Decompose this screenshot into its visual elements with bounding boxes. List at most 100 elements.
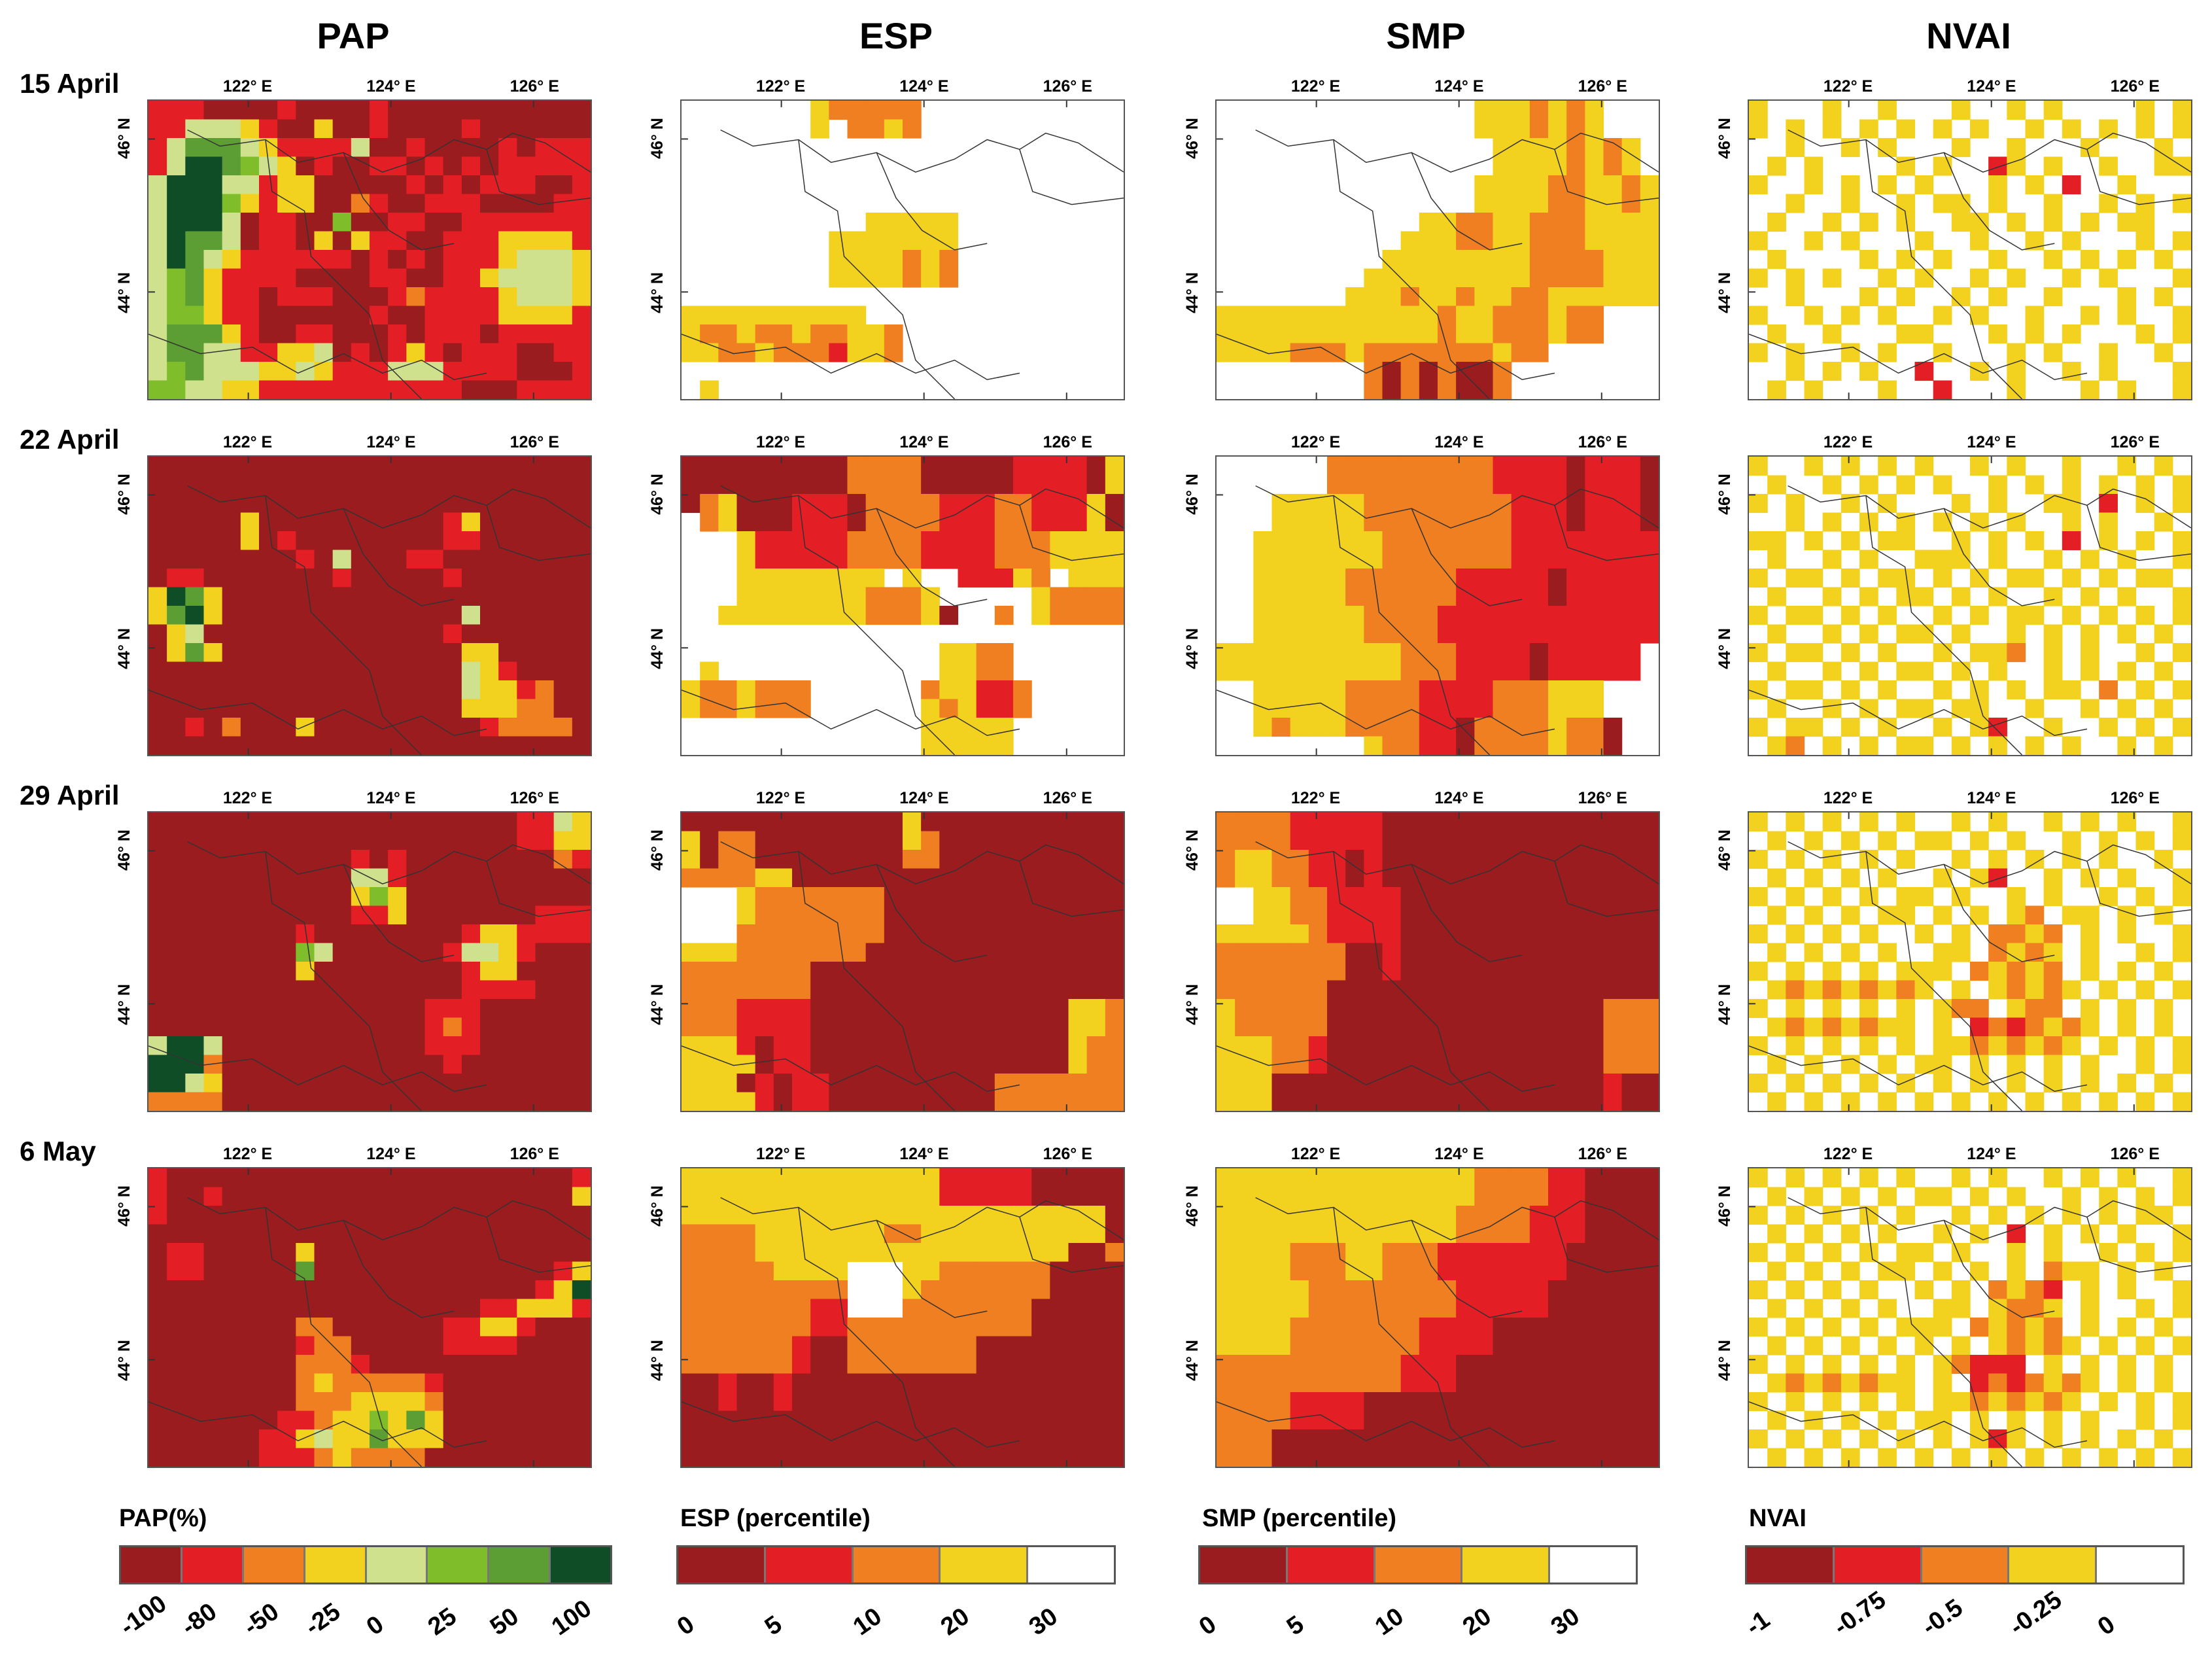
grid-cell: [443, 1280, 462, 1300]
grid-cell: [388, 1373, 407, 1393]
grid-cell: [810, 1074, 829, 1093]
grid-cell: [1914, 457, 1934, 476]
grid-cell: [1474, 1280, 1494, 1300]
map-panel-nvai-29-april: [1748, 811, 2192, 1112]
grid-cell: [1585, 962, 1604, 981]
grid-cell: [167, 213, 186, 232]
grid-cell: [1749, 1429, 1768, 1449]
colorbar-swatch: [305, 1547, 367, 1582]
grid-cell: [332, 1187, 352, 1206]
grid-cell: [1529, 1299, 1549, 1318]
grid-cell: [2135, 1055, 2155, 1074]
grid-cell: [1105, 962, 1124, 981]
grid-cell: [2025, 475, 2045, 495]
grid-cell: [921, 1392, 940, 1412]
grid-cell: [2043, 213, 2063, 232]
grid-cell: [700, 1410, 719, 1430]
grid-cell: [1013, 475, 1032, 495]
grid-cell: [1031, 1429, 1050, 1449]
grid-cell: [1566, 643, 1585, 663]
grid-cell: [2172, 324, 2191, 344]
grid-cell: [1914, 661, 1934, 681]
province-border: [1255, 841, 1659, 884]
grid-cell: [682, 343, 700, 362]
grid-cell: [773, 831, 793, 850]
grid-cell: [277, 568, 296, 588]
grid-cell: [1896, 194, 1916, 213]
grid-cell: [314, 1299, 334, 1318]
grid-cell: [1474, 962, 1494, 981]
grid-cell: [222, 175, 241, 195]
grid-cell: [884, 868, 903, 888]
grid-cell: [443, 1318, 462, 1337]
grid-cell: [1456, 850, 1475, 869]
grid-cell: [1822, 1168, 1842, 1188]
grid-cell: [1400, 1055, 1420, 1074]
grid-cell: [517, 1448, 536, 1467]
grid-cell: [1400, 905, 1420, 925]
grid-cell: [1786, 962, 1805, 981]
grid-cell: [553, 362, 573, 381]
lat-tick-label: 46° N: [114, 830, 133, 871]
grid-cell: [2062, 1036, 2081, 1056]
grid-cell: [2081, 905, 2100, 925]
lon-tick-label: 124° E: [1434, 77, 1484, 96]
grid-cell: [755, 1055, 774, 1074]
grid-cell: [1327, 550, 1346, 569]
grid-cell: [461, 324, 481, 344]
grid-cell: [1271, 1318, 1291, 1337]
grid-cell: [222, 980, 241, 1000]
grid-cell: [755, 699, 774, 718]
grid-cell: [865, 924, 885, 944]
grid-cell: [332, 1448, 352, 1467]
grid-cell: [1970, 868, 1989, 888]
grid-cell: [1327, 999, 1346, 1019]
grid-cell: [480, 1448, 499, 1467]
grid-cell: [1438, 813, 1457, 832]
grid-cell: [1290, 624, 1309, 644]
grid-cell: [1271, 1429, 1291, 1449]
grid-cell: [1031, 943, 1050, 962]
lat-tick-label: 46° N: [648, 1185, 666, 1227]
grid-cell: [2172, 1392, 2191, 1412]
grid-cell: [424, 457, 444, 476]
grid-cell: [1640, 813, 1659, 832]
grid-cell: [2007, 831, 2026, 850]
grid-cell: [480, 924, 499, 944]
grid-cell: [443, 1299, 462, 1318]
grid-cell: [1529, 1243, 1549, 1263]
grid-cell: [167, 156, 186, 176]
grid-cell: [370, 1373, 389, 1393]
grid-cell: [2007, 1373, 2026, 1393]
grid-cell: [351, 1036, 370, 1056]
grid-cell: [810, 1318, 829, 1337]
grid-cell: [240, 119, 260, 139]
grid-cell: [1951, 1168, 1971, 1188]
grid-cell: [259, 324, 278, 344]
grid-cell: [461, 380, 481, 399]
grid-cell: [1068, 531, 1088, 551]
grid-cell: [1364, 587, 1383, 606]
grid-cell: [314, 531, 334, 551]
grid-cell: [1585, 550, 1604, 569]
grid-cell: [535, 213, 555, 232]
grid-cell: [1511, 1017, 1530, 1037]
grid-cell: [332, 568, 352, 588]
grid-cell: [222, 1448, 241, 1467]
grid-cell: [148, 1074, 167, 1093]
grid-cell: [461, 999, 481, 1019]
colorbar-swatch: [489, 1547, 551, 1582]
grid-cell: [553, 306, 573, 325]
grid-cell: [1970, 1318, 1989, 1337]
grid-cell: [1308, 1373, 1328, 1393]
grid-cell: [921, 587, 940, 606]
grid-cell: [167, 324, 186, 344]
grid-cell: [314, 194, 334, 213]
grid-cell: [884, 1187, 903, 1206]
grid-cell: [939, 661, 959, 681]
grid-cell: [1585, 1355, 1604, 1374]
grid-cell: [498, 1187, 517, 1206]
grid-cell: [351, 1336, 370, 1355]
grid-cell: [1914, 1318, 1934, 1337]
grid-cell: [1566, 457, 1585, 476]
